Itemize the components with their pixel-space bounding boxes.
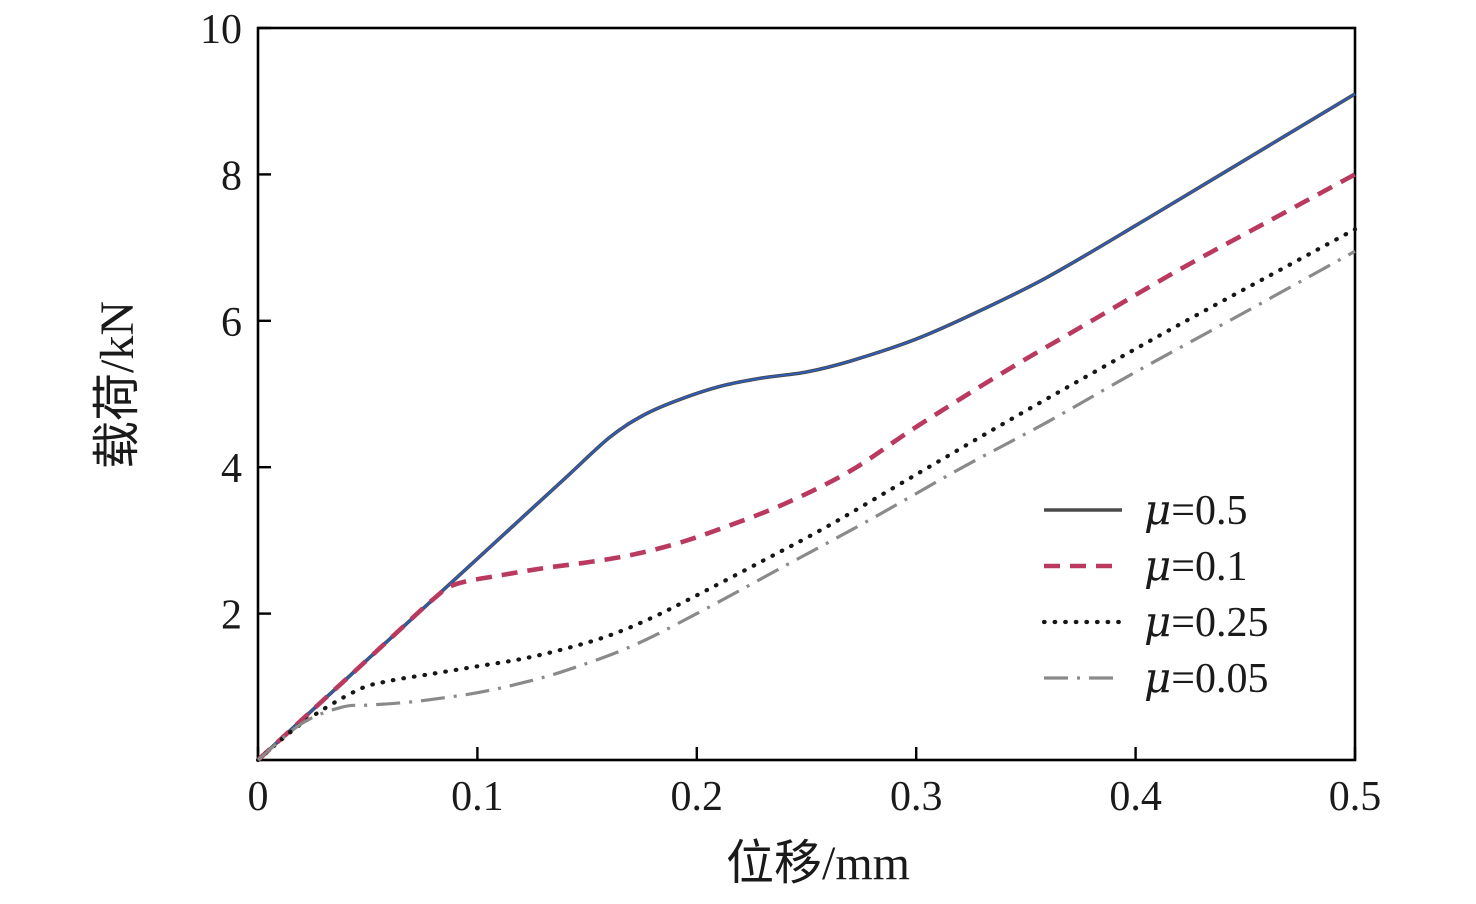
legend-item-μ=0.25: μ=0.25 — [1042, 594, 1268, 650]
x-tick-label: 0.4 — [1109, 774, 1162, 820]
legend-item-μ=0.5: μ=0.5 — [1042, 482, 1268, 538]
legend: μ=0.5 μ=0.1 μ=0.25 μ=0.05 — [1042, 482, 1268, 706]
series-line-μ=0.05 — [256, 249, 1356, 762]
legend-label: μ=0.1 — [1144, 541, 1248, 590]
legend-swatch-dashed — [1044, 563, 1122, 569]
legend-label: μ=0.25 — [1144, 597, 1269, 646]
plot-frame — [256, 26, 1357, 762]
legend-swatch-dotted — [1042, 619, 1124, 625]
legend-item-μ=0.1: μ=0.1 — [1042, 538, 1268, 594]
legend-label: μ=0.05 — [1144, 653, 1269, 702]
x-tick-label: 0 — [248, 774, 269, 820]
x-tick-label: 0.3 — [890, 774, 943, 820]
x-tick-label: 0.2 — [671, 774, 724, 820]
y-tick-label: 4 — [221, 446, 242, 492]
legend-label: μ=0.5 — [1144, 485, 1248, 534]
y-tick-label: 10 — [200, 7, 242, 53]
legend-swatch-dashdot — [1044, 676, 1122, 680]
x-axis-title: 位移/mm — [725, 837, 911, 890]
y-tick-label: 8 — [221, 153, 242, 199]
y-tick-label: 2 — [221, 593, 242, 639]
series-line-μ=0.1 — [256, 172, 1357, 762]
x-tick-label: 0.5 — [1329, 774, 1382, 820]
legend-swatch-solid — [1044, 508, 1122, 512]
x-tick-label: 0.1 — [451, 774, 504, 820]
y-axis-title: 载荷/kN — [91, 300, 144, 470]
series-line-μ=0.25 — [255, 227, 1358, 763]
y-tick-label: 6 — [221, 300, 242, 346]
legend-item-μ=0.05: μ=0.05 — [1042, 650, 1268, 706]
